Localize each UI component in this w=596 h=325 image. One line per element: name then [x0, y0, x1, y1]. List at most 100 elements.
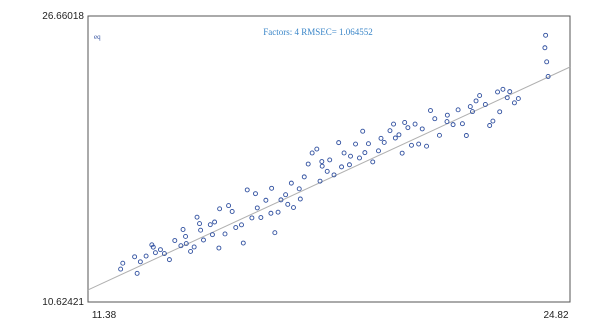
data-point: [291, 205, 296, 211]
data-point: [120, 260, 126, 266]
data-point: [183, 241, 189, 247]
data-point: [152, 250, 158, 256]
data-point: [283, 192, 289, 198]
data-point: [357, 155, 362, 161]
data-point: [370, 159, 376, 165]
data-point: [166, 257, 172, 263]
data-point: [409, 142, 414, 148]
x-max-tick-label: 24.82: [543, 310, 568, 321]
data-point: [416, 141, 422, 147]
data-point: [405, 125, 411, 131]
data-point: [437, 132, 442, 138]
data-point: [240, 240, 246, 246]
data-point: [444, 112, 450, 118]
data-point: [288, 180, 294, 186]
data-point: [495, 89, 501, 95]
data-point: [490, 118, 496, 124]
x-min-tick-label: 11.38: [92, 310, 117, 321]
data-point: [296, 186, 302, 192]
data-point: [542, 45, 548, 51]
data-point: [244, 187, 250, 193]
data-point: [412, 121, 418, 127]
data-point: [278, 197, 284, 203]
data-point: [544, 59, 550, 65]
data-point: [216, 245, 222, 251]
data-point: [275, 209, 281, 215]
data-point: [132, 254, 138, 260]
data-point: [183, 233, 188, 239]
corner-label: eq: [94, 33, 101, 41]
regression-line: [87, 66, 571, 291]
data-point: [118, 266, 124, 272]
data-point: [157, 247, 163, 253]
data-point: [272, 230, 278, 236]
data-point: [172, 238, 178, 243]
data-point: [543, 32, 549, 38]
data-point: [263, 197, 269, 203]
data-point: [268, 210, 274, 216]
data-point: [180, 227, 186, 232]
data-point: [424, 143, 429, 149]
data-point: [209, 232, 215, 238]
y-min-tick-label: 10.62421: [42, 297, 84, 308]
data-point: [504, 95, 510, 101]
data-point: [217, 206, 223, 212]
data-point: [396, 132, 402, 138]
data-point: [402, 120, 408, 125]
data-point: [191, 244, 197, 250]
data-point: [459, 121, 465, 127]
chart-title: Factors: 4 RMSEC= 1.064552: [263, 27, 373, 37]
data-point: [470, 109, 475, 115]
data-point: [348, 153, 353, 159]
data-point: [428, 108, 433, 113]
data-point: [212, 219, 218, 225]
data-point: [362, 150, 368, 156]
data-point: [545, 74, 551, 79]
data-point: [317, 178, 323, 184]
data-point: [201, 237, 206, 243]
data-point: [301, 174, 307, 180]
data-point: [341, 150, 347, 156]
data-point: [309, 150, 315, 156]
data-point: [432, 116, 438, 122]
data-point: [249, 215, 255, 221]
data-point: [419, 126, 425, 132]
data-point: [253, 191, 258, 197]
data-point: [365, 141, 371, 147]
data-point: [339, 164, 345, 170]
data-point: [477, 93, 483, 98]
data-point: [381, 140, 387, 145]
data-point: [497, 109, 503, 115]
data-point: [233, 225, 239, 230]
data-point: [336, 140, 342, 146]
data-point: [258, 215, 264, 220]
data-point: [392, 135, 398, 141]
data-point: [324, 168, 330, 174]
data-point: [455, 107, 461, 113]
data-point: [239, 222, 244, 228]
data-points: [118, 32, 551, 276]
data-point: [254, 205, 260, 211]
data-point: [150, 244, 156, 250]
data-point: [444, 119, 450, 125]
data-point: [305, 161, 311, 167]
data-point: [188, 248, 194, 254]
data-point: [482, 102, 488, 107]
data-point: [222, 231, 228, 237]
data-point: [511, 100, 517, 106]
data-point: [269, 185, 275, 191]
data-point: [207, 222, 213, 228]
data-point: [376, 148, 381, 154]
data-point: [161, 251, 167, 257]
data-point: [229, 209, 235, 214]
data-point: [331, 172, 337, 178]
data-point: [194, 214, 200, 220]
data-point: [391, 121, 397, 127]
data-point: [143, 253, 149, 259]
data-point: [507, 89, 513, 95]
data-point: [178, 243, 184, 249]
data-point: [346, 162, 352, 168]
plot-frame: [87, 15, 571, 303]
y-max-tick-label: 26.66018: [42, 11, 84, 22]
